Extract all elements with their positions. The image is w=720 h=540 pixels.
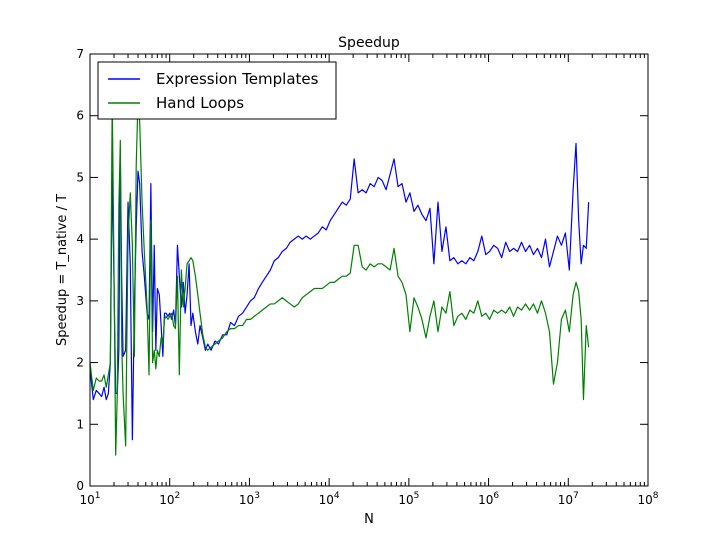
y-axis: 0 1 2 3 4 5 6 7 — [76, 47, 648, 493]
x-axis: 101 102 103 104 105 106 107 108 — [79, 54, 659, 507]
plot-series — [90, 96, 590, 456]
y-tick-label: 2 — [76, 356, 84, 370]
legend-box — [97, 61, 337, 120]
legend: Expression Templates Hand Loops — [97, 61, 337, 120]
x-tick-label: 104 — [319, 491, 340, 507]
x-axis-title: N — [364, 512, 374, 527]
x-tick-label: 106 — [478, 491, 499, 507]
x-tick-label: 108 — [637, 491, 658, 507]
x-tick-label: 105 — [398, 491, 419, 507]
legend-label: Hand Loops — [156, 94, 244, 112]
legend-label: Expression Templates — [156, 70, 319, 88]
x-tick-label: 101 — [79, 491, 100, 507]
y-axis-title: Speedup = T_native / T — [55, 194, 70, 346]
x-tick-label: 102 — [159, 491, 180, 507]
y-tick-label: 0 — [76, 479, 84, 493]
y-tick-label: 5 — [76, 170, 84, 184]
series-line-expression-templates — [90, 142, 590, 441]
y-tick-label: 1 — [76, 417, 84, 431]
x-tick-label: 107 — [558, 491, 579, 507]
chart-title: Speedup — [338, 35, 400, 51]
y-tick-label: 3 — [76, 294, 84, 308]
plot-frame — [89, 53, 649, 487]
y-tick-label: 4 — [76, 232, 84, 246]
y-tick-label: 7 — [76, 47, 84, 61]
series-line-hand-loops — [90, 96, 590, 456]
x-tick-label: 103 — [239, 491, 260, 507]
y-tick-label: 6 — [76, 109, 84, 123]
